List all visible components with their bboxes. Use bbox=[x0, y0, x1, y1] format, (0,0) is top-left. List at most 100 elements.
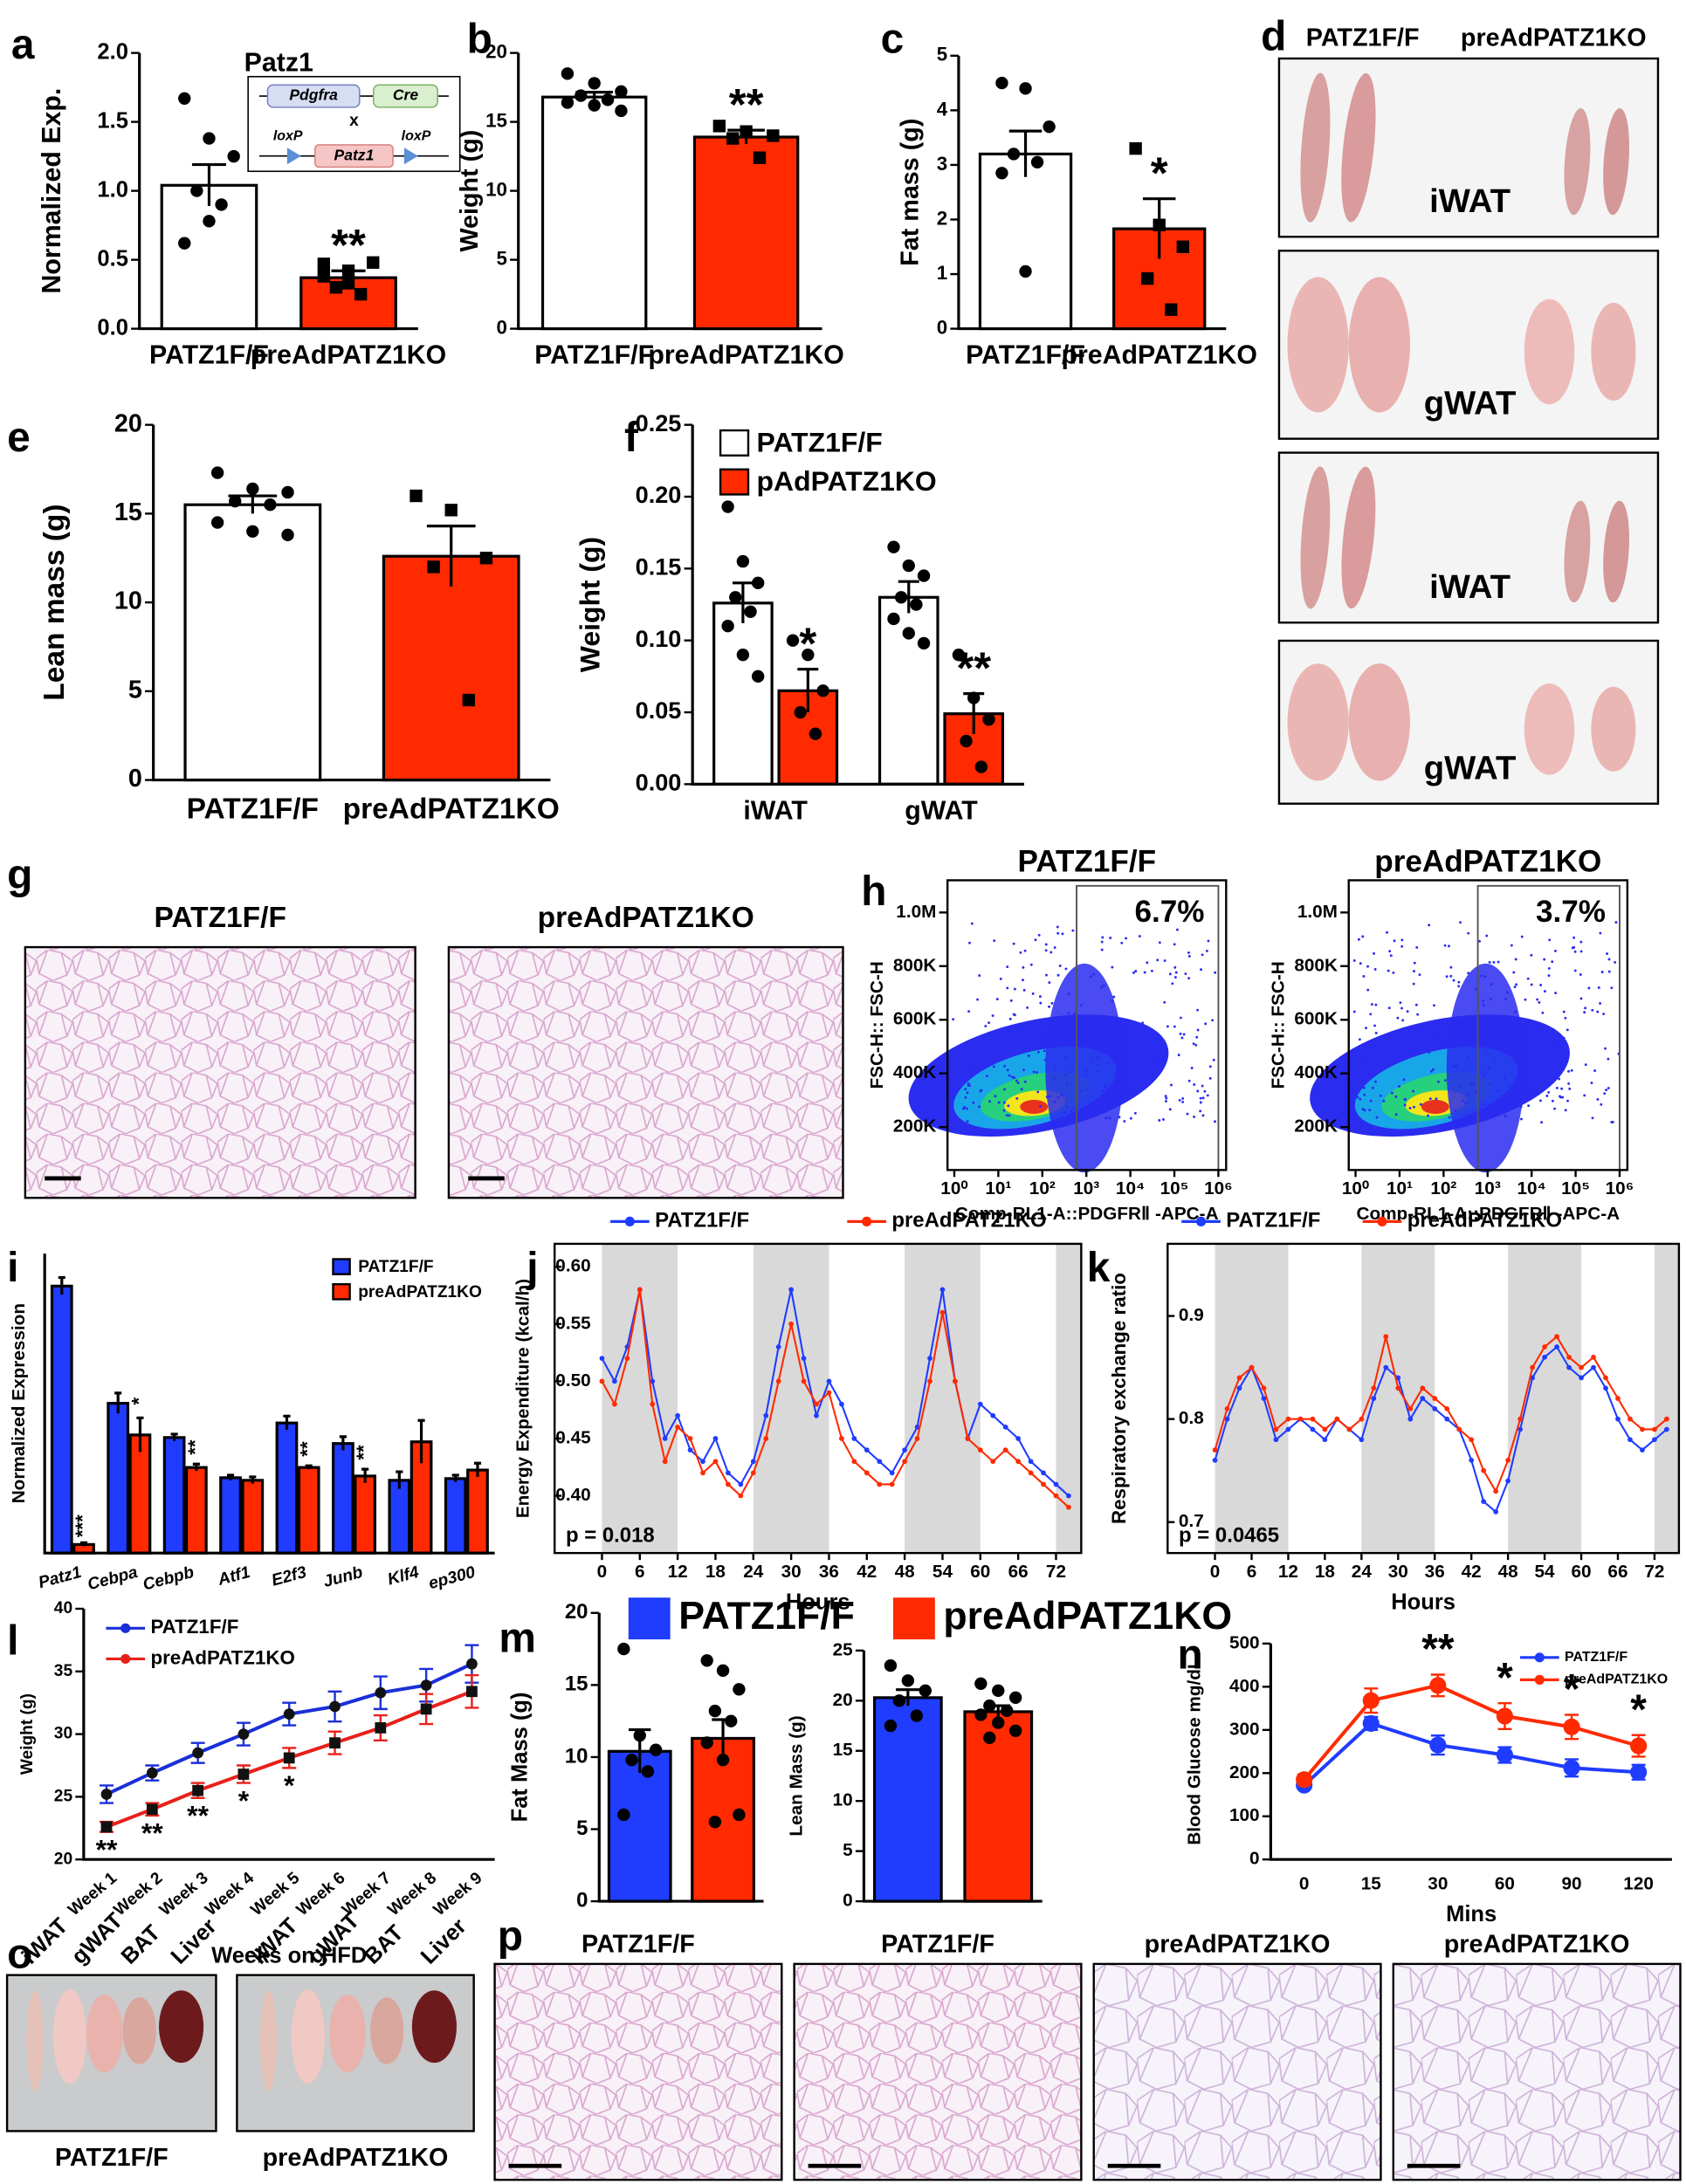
density-dot bbox=[1562, 1010, 1566, 1013]
tissue-label: gWAT bbox=[1424, 384, 1517, 422]
density-dot bbox=[995, 998, 999, 1001]
data-point bbox=[1407, 1405, 1414, 1411]
density-dot bbox=[1199, 1096, 1202, 1100]
density-dot bbox=[1057, 1039, 1061, 1042]
x-tick-label: 120 bbox=[1623, 1873, 1654, 1893]
data-point bbox=[1493, 1509, 1499, 1514]
data-point bbox=[1496, 1707, 1514, 1725]
data-point bbox=[775, 1378, 781, 1384]
data-point bbox=[902, 1459, 908, 1465]
density-dot bbox=[967, 1045, 970, 1048]
density-dot bbox=[1013, 987, 1016, 991]
density-dot bbox=[1403, 1098, 1407, 1102]
density-dot bbox=[1527, 1104, 1531, 1108]
density-dot bbox=[1600, 1102, 1603, 1106]
data-point bbox=[775, 1344, 781, 1350]
density-dot bbox=[1143, 971, 1146, 974]
y-tick-label: 0.60 bbox=[555, 1256, 590, 1276]
series-line bbox=[1303, 1721, 1639, 1787]
density-dot bbox=[1449, 965, 1453, 969]
significance: ** bbox=[331, 220, 366, 270]
data-point bbox=[227, 149, 240, 163]
density-dot bbox=[1112, 995, 1116, 999]
density-dot bbox=[1366, 965, 1369, 968]
density-dot bbox=[1036, 1050, 1040, 1054]
inset-box bbox=[266, 84, 361, 108]
density-dot bbox=[1008, 1017, 1012, 1020]
bar bbox=[540, 95, 648, 331]
density-dot bbox=[1371, 1086, 1374, 1089]
density-dot bbox=[1593, 1069, 1596, 1073]
density-dot bbox=[1208, 1065, 1212, 1068]
inset-box bbox=[372, 84, 438, 108]
dark-period bbox=[753, 1243, 829, 1554]
density-dot bbox=[1567, 1069, 1570, 1073]
density-dot bbox=[1150, 969, 1153, 972]
legend-swatch bbox=[624, 1216, 635, 1226]
density-dot bbox=[1544, 1056, 1547, 1060]
data-point bbox=[1002, 1424, 1008, 1430]
chart-title: Patz1 bbox=[244, 48, 313, 77]
density-dot bbox=[1503, 1076, 1506, 1080]
error-bar bbox=[339, 1435, 347, 1451]
column-title: preAdPATZ1KO bbox=[1461, 24, 1647, 52]
y-tick-label: 2 bbox=[937, 207, 947, 229]
density-dot bbox=[1547, 966, 1551, 970]
data-point bbox=[786, 634, 800, 647]
data-point bbox=[1140, 271, 1154, 285]
density-dot bbox=[1196, 1008, 1200, 1012]
density-dot bbox=[1428, 1051, 1431, 1054]
data-point bbox=[953, 1378, 958, 1384]
density-dot bbox=[1459, 1086, 1462, 1089]
significance: ** bbox=[353, 1445, 375, 1460]
error-bar bbox=[473, 1461, 482, 1477]
legend-label: preAdPATZ1KO bbox=[150, 1646, 294, 1668]
density-dot bbox=[1102, 984, 1105, 987]
density-dot bbox=[1400, 1006, 1403, 1010]
density-dot bbox=[1002, 1109, 1006, 1112]
density-dot bbox=[1469, 1082, 1473, 1085]
data-point bbox=[1628, 1437, 1633, 1443]
panel-label: l bbox=[7, 1618, 18, 1665]
density-dot bbox=[1518, 1068, 1521, 1071]
data-point bbox=[1310, 1416, 1316, 1422]
data-point bbox=[877, 1481, 883, 1487]
y-tick-label: 10 bbox=[565, 1744, 588, 1768]
data-point bbox=[1628, 1416, 1633, 1422]
density-dot bbox=[1467, 931, 1470, 935]
tissue bbox=[1524, 299, 1575, 405]
density-dot bbox=[1464, 1102, 1468, 1104]
density-dot bbox=[1049, 1095, 1052, 1098]
data-point bbox=[283, 1752, 295, 1764]
density-dot bbox=[1396, 1016, 1400, 1020]
density-dot bbox=[1539, 1099, 1542, 1102]
data-point bbox=[919, 1684, 932, 1697]
data-point bbox=[1224, 1416, 1230, 1422]
density-dot bbox=[1530, 1031, 1533, 1034]
density-dot bbox=[1022, 988, 1026, 992]
y-tick-label: 0.20 bbox=[636, 481, 682, 508]
histology-image bbox=[1392, 1962, 1682, 2181]
density-dot bbox=[1079, 1004, 1083, 1007]
x-tick-label: ep300 bbox=[427, 1563, 478, 1593]
data-point bbox=[917, 569, 931, 582]
data-point bbox=[1165, 303, 1178, 316]
legend-swatch bbox=[120, 1653, 131, 1665]
density-dot bbox=[1160, 1056, 1163, 1060]
data-point bbox=[588, 99, 601, 112]
density-dot bbox=[1192, 1042, 1195, 1046]
density-dot bbox=[1117, 1080, 1120, 1082]
density-dot bbox=[1012, 942, 1015, 945]
density-dot bbox=[1106, 1061, 1110, 1065]
error-bar bbox=[396, 1470, 403, 1489]
data-point bbox=[1432, 1405, 1438, 1411]
density-dot bbox=[1196, 1089, 1200, 1093]
density-dot bbox=[1116, 1063, 1119, 1066]
density-dot bbox=[1365, 1027, 1367, 1030]
y-tick-label: 3 bbox=[937, 153, 947, 175]
density-dot bbox=[1549, 1067, 1552, 1070]
density-dot bbox=[1187, 977, 1191, 980]
density-dot bbox=[1365, 1045, 1368, 1048]
density-dot bbox=[1015, 1079, 1018, 1082]
data-point bbox=[995, 76, 1008, 90]
